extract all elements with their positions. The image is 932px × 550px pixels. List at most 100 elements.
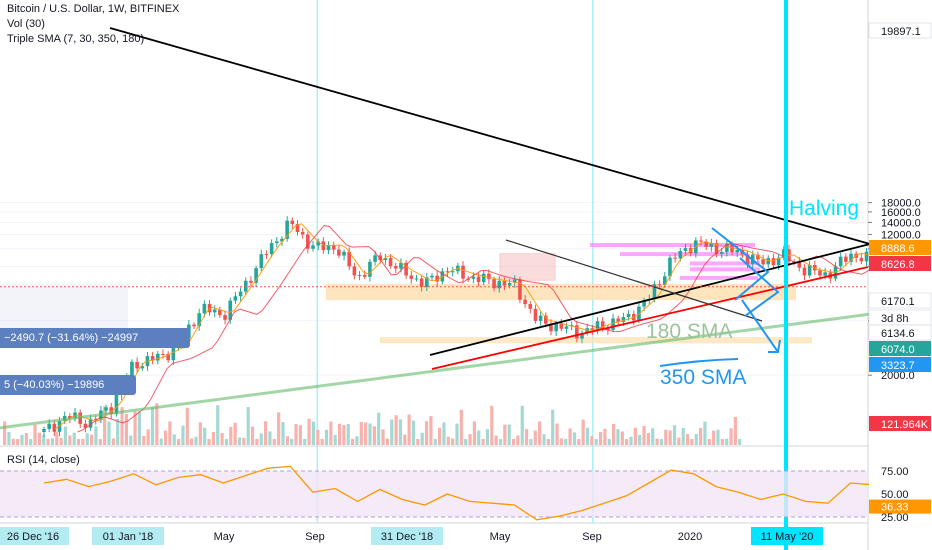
candle-body <box>342 251 346 256</box>
volume-bar <box>372 426 376 445</box>
volume-bar <box>385 438 389 445</box>
candle-body <box>378 255 383 260</box>
volume-bar <box>625 439 629 445</box>
volume-bar <box>638 435 642 445</box>
candle-body <box>409 275 414 279</box>
candle-body <box>512 279 517 283</box>
volume-bar <box>668 430 672 445</box>
volume-bar <box>646 432 650 445</box>
candle-body <box>331 245 336 250</box>
candle-body <box>823 272 827 276</box>
candle-body <box>554 323 558 332</box>
volume-bar <box>55 432 59 445</box>
volume-bar <box>250 426 255 445</box>
volume-bar <box>738 439 742 445</box>
volume-bar <box>150 406 155 445</box>
price-tick: 12000.0 <box>881 229 921 241</box>
volume-bar <box>377 412 381 445</box>
rsi-value-label: 36.33 <box>881 502 909 514</box>
volume-bars <box>3 403 742 445</box>
volume-bar <box>337 423 342 445</box>
volume-bar <box>368 423 372 445</box>
candle-body <box>714 243 719 254</box>
volume-bar <box>285 436 289 445</box>
price-badge <box>868 324 932 341</box>
price-tick: 14000.0 <box>881 217 921 229</box>
resistance-level <box>690 267 760 272</box>
volume-bar <box>598 431 603 445</box>
price-badge <box>868 292 932 309</box>
rsi-tick: 25.00 <box>881 512 909 524</box>
candle-body <box>559 323 564 329</box>
candle-body <box>621 317 626 322</box>
candle-body <box>507 282 512 286</box>
volume-bar <box>446 436 450 445</box>
candle-body <box>352 266 357 276</box>
candle-body <box>114 395 119 415</box>
price-badge-label: 3d 8h <box>881 313 909 325</box>
candle-body <box>300 232 305 235</box>
volume-bar <box>733 416 737 445</box>
volume-bar <box>538 421 542 445</box>
volume-bar <box>581 419 585 445</box>
candle-body <box>223 315 227 320</box>
volume-bar <box>594 439 598 445</box>
candle-body <box>326 245 331 251</box>
candle-body <box>233 296 238 301</box>
candle-body <box>450 271 455 273</box>
candle-body <box>549 323 553 332</box>
sma350-annotation: 350 SMA <box>660 366 747 389</box>
volume-bar <box>568 428 572 445</box>
price-badge <box>869 416 931 431</box>
volume-bar <box>37 432 41 445</box>
volume-bar <box>359 422 363 445</box>
candle-body <box>833 266 838 279</box>
time-highlight <box>751 527 823 545</box>
candle-body <box>218 309 222 316</box>
volume-bar <box>94 426 98 445</box>
candle-body <box>368 261 372 277</box>
volume-bar <box>76 439 81 445</box>
candle-body <box>580 332 584 339</box>
rsi-pane <box>0 465 896 521</box>
volume-bar <box>207 439 211 445</box>
volume-bar <box>329 421 333 445</box>
volume-bar <box>237 437 242 445</box>
volume-bar <box>242 437 246 445</box>
candle-body <box>228 300 233 320</box>
candle-body <box>264 254 269 256</box>
candle-body <box>445 271 450 273</box>
volume-bar <box>142 435 146 445</box>
volume-bar <box>103 406 107 445</box>
volume-bar <box>685 433 690 445</box>
volume-bar <box>364 422 368 445</box>
candle-body <box>844 256 848 262</box>
volume-bar <box>177 439 181 445</box>
volume-bar <box>490 405 494 445</box>
candle-body <box>57 421 62 432</box>
volume-bar <box>233 422 237 445</box>
candle-body <box>802 267 807 276</box>
price-badge-label: 3323.7 <box>881 360 915 372</box>
price-badge-label: 19897.1 <box>881 26 921 38</box>
price-badge-label: 6134.6 <box>881 328 915 340</box>
volume-bar <box>407 414 411 445</box>
candle-body <box>347 251 352 267</box>
volume-bar <box>542 434 546 445</box>
volume-bar <box>459 409 463 445</box>
channel-line <box>505 239 763 322</box>
candle-body <box>83 423 88 428</box>
measure-label-bottom: 5 (−40.03%) −19896 <box>0 375 136 395</box>
candle-body <box>166 353 170 361</box>
candle-body <box>243 280 248 292</box>
candle-body <box>761 259 765 265</box>
candle-body <box>254 268 258 283</box>
rsi-band <box>0 471 868 517</box>
candle-body <box>135 361 139 369</box>
price-tick: 18000.0 <box>881 198 921 210</box>
volume-bar <box>146 429 150 445</box>
volume-bar <box>163 430 168 445</box>
volume-bar <box>281 422 285 445</box>
volume-bar <box>168 421 172 445</box>
